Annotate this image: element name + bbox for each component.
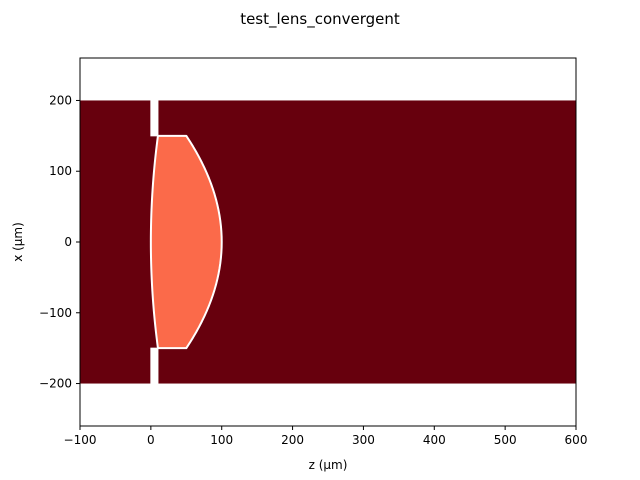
x-tick-label: 500 [494, 433, 517, 447]
x-axis: −100 0 100 200 300 400 500 600 [64, 426, 588, 447]
y-tick-label: −200 [39, 377, 72, 391]
x-axis-label: z (μm) [309, 458, 348, 472]
y-tick-label: 0 [64, 235, 72, 249]
x-tick-label: 0 [147, 433, 155, 447]
mask-slit [150, 347, 159, 385]
y-axis: −200 −100 0 100 200 [39, 93, 80, 391]
y-tick-label: 200 [49, 93, 72, 107]
chart-title: test_lens_convergent [240, 10, 400, 29]
y-tick-label: 100 [49, 164, 72, 178]
x-tick-label: 300 [352, 433, 375, 447]
y-axis-label: x (μm) [11, 222, 25, 262]
x-tick-label: −100 [64, 433, 97, 447]
x-tick-label: 400 [423, 433, 446, 447]
plot-area [80, 99, 576, 385]
y-tick-label: −100 [39, 306, 72, 320]
mask-slit [150, 99, 159, 137]
x-tick-label: 100 [210, 433, 233, 447]
x-tick-label: 600 [565, 433, 588, 447]
x-tick-label: 200 [281, 433, 304, 447]
